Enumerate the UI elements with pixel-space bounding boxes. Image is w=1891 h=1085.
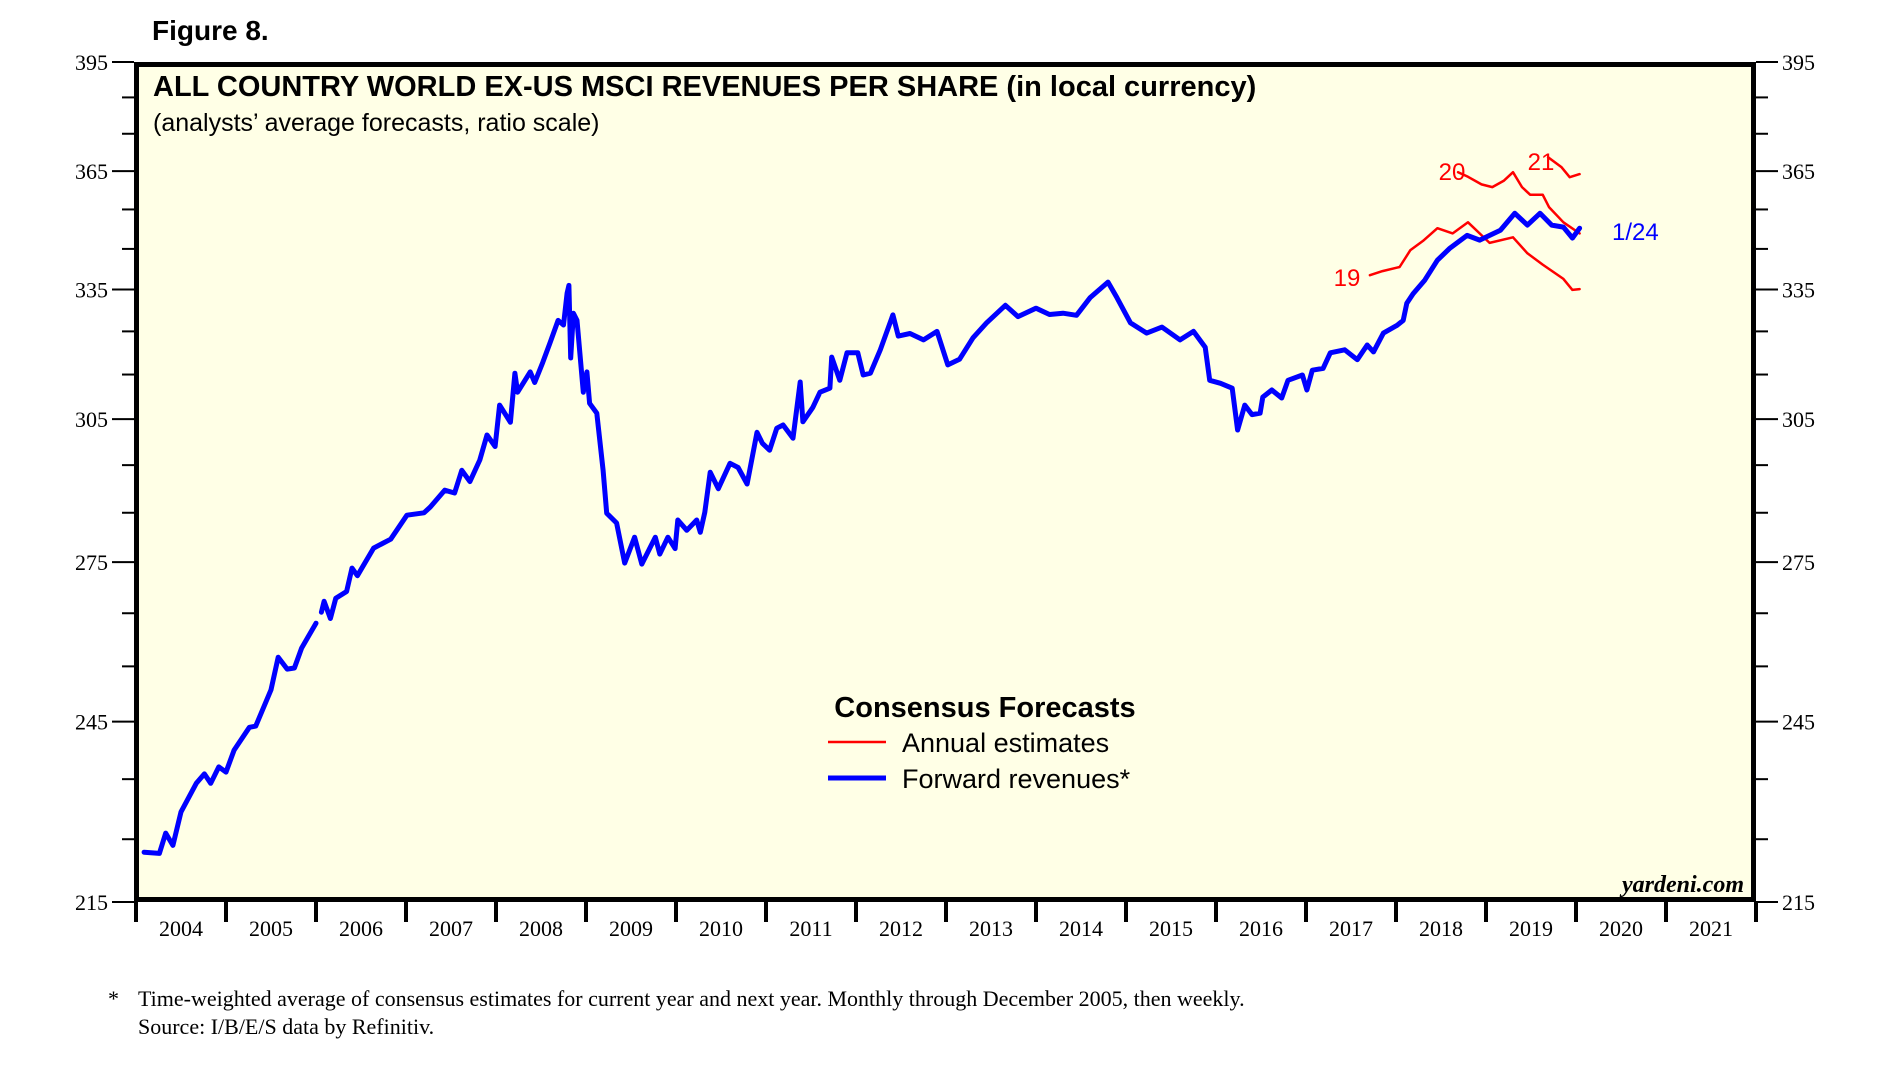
x-tick-label: 2008 bbox=[519, 916, 563, 941]
figure-label: Figure 8. bbox=[152, 15, 269, 46]
x-tick-label: 2007 bbox=[429, 916, 473, 941]
y-tick-label-right: 335 bbox=[1782, 278, 1815, 303]
annual-estimates-line-19 bbox=[1368, 221, 1581, 292]
footnote-marker: * bbox=[108, 986, 119, 1011]
x-tick-label: 2021 bbox=[1689, 916, 1733, 941]
y-tick-label-left: 305 bbox=[75, 407, 108, 432]
y-tick-label-left: 365 bbox=[75, 159, 108, 184]
series-labels: 19 20 21 1/24 bbox=[1334, 149, 1659, 292]
y-tick-label-right: 245 bbox=[1782, 710, 1815, 735]
x-tick-label: 2015 bbox=[1149, 916, 1193, 941]
y-tick-label-left: 215 bbox=[75, 890, 108, 915]
series-label-19: 19 bbox=[1334, 265, 1361, 292]
x-tick-label: 2010 bbox=[699, 916, 743, 941]
x-tick-label: 2005 bbox=[249, 916, 293, 941]
series-label-20: 20 bbox=[1439, 159, 1466, 186]
forward-revenues-line-seg1 bbox=[318, 210, 1583, 621]
legend-title: Consensus Forecasts bbox=[834, 692, 1135, 724]
footnote-line-1: Time-weighted average of consensus estim… bbox=[138, 986, 1245, 1011]
y-tick-label-right: 395 bbox=[1782, 50, 1815, 75]
y-tick-label-right: 215 bbox=[1782, 890, 1815, 915]
y-tick-label-right: 275 bbox=[1782, 550, 1815, 575]
series-layer bbox=[141, 155, 1583, 856]
end-date-label: 1/24 bbox=[1612, 219, 1659, 246]
y-tick-label-left: 395 bbox=[75, 50, 108, 75]
forward-revenues-line-seg0 bbox=[141, 620, 319, 856]
x-tick-label: 2014 bbox=[1059, 916, 1103, 941]
legend: Consensus Forecasts Annual estimates For… bbox=[828, 692, 1136, 794]
x-tick-label: 2006 bbox=[339, 916, 383, 941]
x-tick-label: 2020 bbox=[1599, 916, 1643, 941]
y-tick-label-right: 305 bbox=[1782, 407, 1815, 432]
x-tick-label: 2017 bbox=[1329, 916, 1373, 941]
y-tick-label-left: 335 bbox=[75, 278, 108, 303]
chart-title: ALL COUNTRY WORLD EX-US MSCI REVENUES PE… bbox=[153, 71, 1256, 103]
annual-estimates-line-21 bbox=[1546, 155, 1581, 179]
x-tick-label: 2011 bbox=[789, 916, 832, 941]
footnote-line-2: Source: I/B/E/S data by Refinitiv. bbox=[138, 1014, 434, 1039]
series-label-21: 21 bbox=[1528, 149, 1555, 176]
watermark: yardeni.com bbox=[1619, 872, 1744, 898]
x-tick-label: 2013 bbox=[969, 916, 1013, 941]
x-tick-label: 2016 bbox=[1239, 916, 1283, 941]
plot-border bbox=[134, 62, 1756, 902]
y-tick-label-left: 245 bbox=[75, 710, 108, 735]
x-tick-label: 2018 bbox=[1419, 916, 1463, 941]
legend-annual-label: Annual estimates bbox=[902, 728, 1109, 758]
y-tick-label-right: 365 bbox=[1782, 159, 1815, 184]
annual-estimates-line-20 bbox=[1456, 170, 1581, 235]
legend-forward-label: Forward revenues* bbox=[902, 764, 1131, 794]
chart-subtitle: (analysts’ average forecasts, ratio scal… bbox=[153, 109, 599, 137]
x-tick-label: 2019 bbox=[1509, 916, 1553, 941]
x-tick-label: 2004 bbox=[159, 916, 203, 941]
plot-area bbox=[134, 62, 1756, 902]
x-tick-label: 2009 bbox=[609, 916, 653, 941]
y-tick-label-left: 275 bbox=[75, 550, 108, 575]
axes-layer: 215 215 245 245 275 275 305 305 335 335 365 365 395 3… bbox=[75, 50, 1815, 941]
x-tick-label: 2012 bbox=[879, 916, 923, 941]
